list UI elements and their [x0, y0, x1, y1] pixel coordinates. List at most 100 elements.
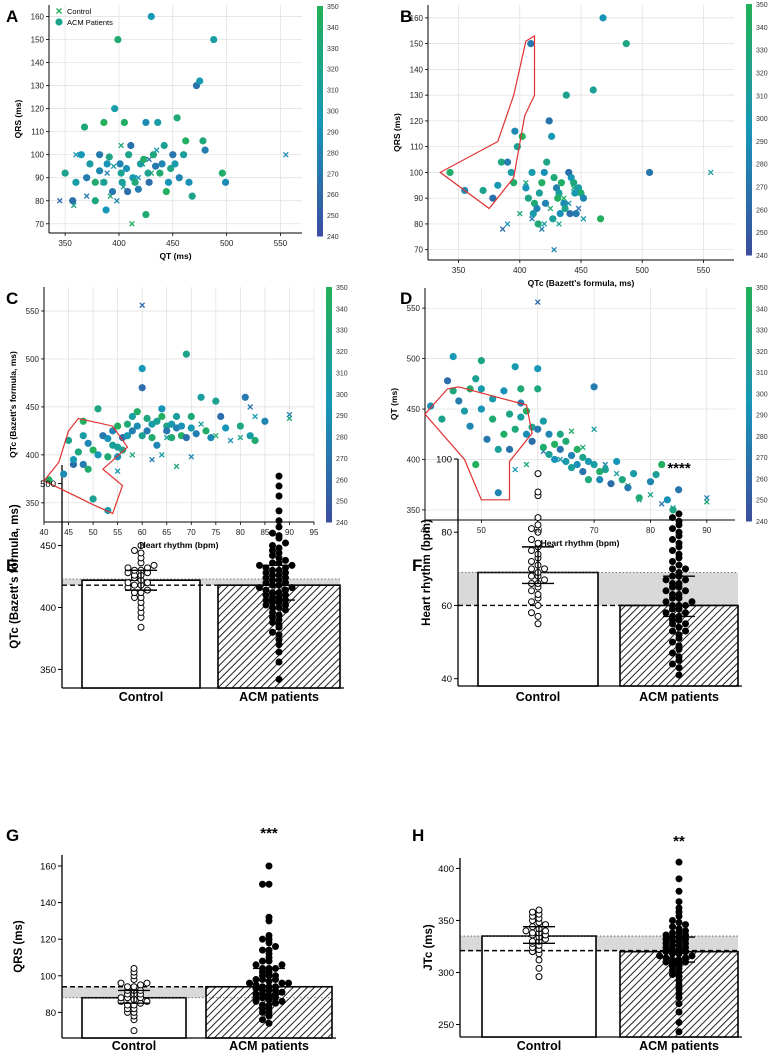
- x-stroke: [504, 221, 511, 227]
- panel-d-colorbar-segment: [746, 515, 752, 522]
- panel-a-acm-point: [118, 178, 126, 186]
- panel-f-acm-point: [669, 558, 676, 566]
- panel-c-control-point: [149, 456, 155, 463]
- panel-c-colorbar-segment: [326, 398, 332, 405]
- panel-a-acm-point: [179, 151, 188, 159]
- panel-a-control-point: [56, 197, 63, 204]
- panel-f-acm-point: [682, 620, 689, 628]
- panel-b-acm-point: [570, 179, 578, 187]
- panel-f-acm-point: [669, 627, 676, 635]
- panel-d-colorbar-label: 250: [756, 498, 768, 505]
- panel-g-category-label: Control: [112, 1039, 156, 1053]
- panel-d-x-axis-label: Heart rhythm (bpm): [541, 538, 620, 548]
- panel-g-y-tick-label: 140: [40, 898, 56, 909]
- panel-d-y-tick-label: 500: [407, 355, 421, 364]
- panel-d-acm-point: [517, 385, 525, 393]
- panel-d-acm-point: [579, 453, 587, 462]
- panel-b-colorbar-segment: [746, 173, 752, 181]
- panel-d-acm-point: [675, 486, 683, 494]
- panel-b-colorbar-label: 240: [756, 253, 768, 260]
- panel-a-acm-point: [100, 118, 108, 127]
- panel-c-acm-point: [123, 420, 132, 428]
- panel-a-acm-point: [142, 210, 150, 219]
- panel-c-colorbar-segment: [326, 357, 332, 364]
- panel-b-acm-point: [548, 132, 556, 140]
- legend-control-label: Control: [67, 7, 92, 16]
- panel-e-control-point: [137, 549, 145, 557]
- panel-b-colorbar-segment: [746, 10, 752, 18]
- x-stroke: [83, 193, 90, 200]
- panel-g-y-tick-label: 80: [45, 1008, 56, 1019]
- panel-d-letter: D: [400, 289, 412, 308]
- panel-c-colorbar-segment: [326, 345, 332, 353]
- panel-b-y-tick-label: 160: [410, 14, 424, 23]
- panel-b-x-tick-label: 450: [574, 266, 588, 275]
- panel-b-colorbar-segment: [746, 22, 752, 30]
- panel-b-y-tick-label: 90: [414, 194, 423, 203]
- panel-b-acm-point: [533, 204, 541, 213]
- panel-d-y-tick-label: 400: [407, 455, 421, 464]
- panel-b-acm-point: [556, 210, 564, 218]
- panel-a-acm-point: [72, 178, 80, 186]
- panel-b-colorbar-segment: [746, 60, 752, 68]
- panel-b-control-point: [523, 179, 529, 186]
- panel-c-x-tick-label: 85: [260, 528, 269, 537]
- panel-g-reference-band: [62, 986, 332, 998]
- panel-c-control-point: [158, 451, 165, 458]
- panel-c-acm-point: [153, 417, 161, 425]
- panel-c-control-point: [163, 434, 170, 441]
- x-stroke: [523, 179, 529, 186]
- panel-d-acm-point: [652, 471, 660, 479]
- x-stroke: [56, 197, 63, 204]
- x-stroke: [188, 453, 195, 460]
- panel-d-acm-point: [489, 395, 497, 403]
- panel-c-colorbar-segment: [326, 339, 332, 347]
- panel-a-acm-point: [103, 160, 111, 168]
- panel-d-acm-point: [517, 413, 525, 421]
- panel-b-acm-point: [529, 210, 537, 218]
- panel-a-acm-point: [127, 141, 135, 150]
- panel-f-control-point: [534, 601, 542, 609]
- panel-a-acm-point: [108, 187, 117, 196]
- panel-f-acm-point: [662, 576, 670, 584]
- panel-d-acm-point: [500, 430, 508, 438]
- panel-d-acm-point: [562, 437, 570, 445]
- panel-c-acm-point: [177, 422, 186, 430]
- panel-b-colorbar-segment: [746, 110, 752, 118]
- panel-c-acm-point: [104, 453, 112, 461]
- panel-d-acm-point: [601, 465, 609, 474]
- panel-e-acm-point: [275, 517, 283, 525]
- panel-b-colorbar-segment: [746, 148, 752, 156]
- panel-b-colorbar-segment: [746, 98, 752, 105]
- panel-a-acm-point: [218, 169, 226, 177]
- panel-c-control-point: [188, 453, 195, 460]
- panel-a-x-tick-label: 350: [58, 239, 72, 248]
- panel-d-colorbar-segment: [746, 421, 752, 428]
- panel-c-acm-point: [94, 405, 102, 413]
- panel-b-colorbar-segment: [746, 66, 752, 74]
- panel-d-control-point: [647, 491, 654, 498]
- panel-c-colorbar-segment: [326, 445, 332, 452]
- panel-c-acm-point: [172, 412, 181, 421]
- panel-f-control-point: [534, 514, 542, 522]
- panel-d-colorbar-segment: [746, 474, 752, 481]
- panel-d-x-tick-label: 90: [702, 526, 711, 535]
- panel-f-acm-point: [669, 601, 676, 609]
- panel-b-y-tick-label: 120: [410, 117, 424, 126]
- panel-e-acm-point: [262, 586, 270, 594]
- panel-d-acm-point: [466, 422, 474, 430]
- panel-g-acm-point: [246, 979, 253, 987]
- panel-f-category-label: Control: [516, 690, 560, 704]
- panel-b-colorbar-segment: [746, 160, 752, 168]
- panel-b-acm-point: [479, 186, 487, 195]
- panel-d-acm-point: [534, 385, 542, 393]
- panel-d-acm-point: [511, 363, 519, 371]
- panel-a-y-tick-label: 160: [31, 13, 45, 22]
- panel-b-colorbar-label: 340: [756, 25, 768, 32]
- panel-d-colorbar-segment: [746, 398, 752, 405]
- panel-a-control-point: [146, 156, 152, 163]
- panel-a-y-tick-label: 90: [35, 174, 44, 183]
- panel-c-colorbar-label: 290: [336, 413, 348, 420]
- panel-e-acm-point: [269, 628, 276, 636]
- panel-f-acm-point: [675, 653, 683, 661]
